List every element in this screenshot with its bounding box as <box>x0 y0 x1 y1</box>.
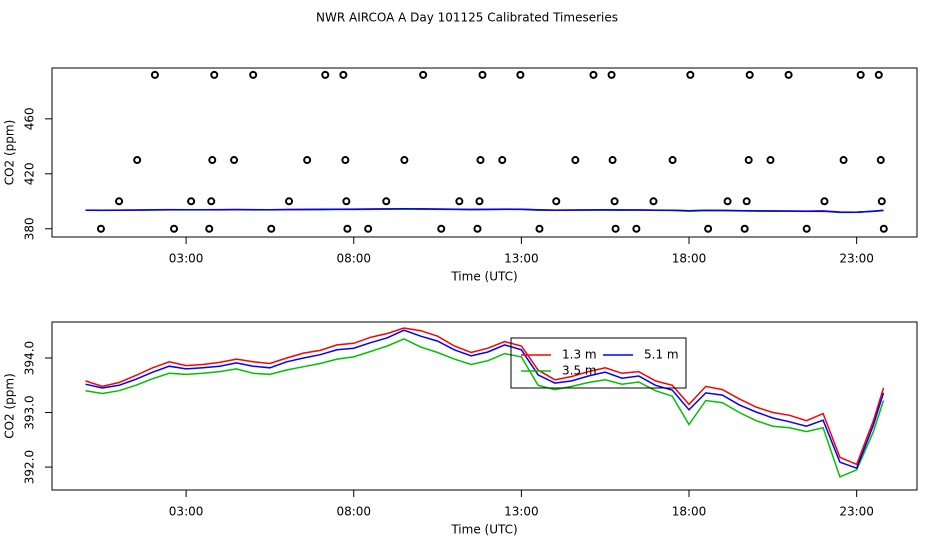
y-tick-label: 380 <box>23 217 37 240</box>
y-tick-label: 394.0 <box>23 341 37 375</box>
point <box>207 197 216 206</box>
point <box>210 70 219 79</box>
point <box>498 156 507 165</box>
point <box>96 224 105 233</box>
x-tick-label: 18:00 <box>672 505 707 519</box>
point <box>343 224 352 233</box>
x-tick-label: 08:00 <box>336 252 371 266</box>
chart-title: NWR AIRCOA A Day 101125 Calibrated Times… <box>316 11 618 25</box>
point <box>267 224 276 233</box>
point <box>740 224 749 233</box>
point <box>455 197 464 206</box>
point <box>382 197 391 206</box>
point <box>589 70 598 79</box>
point <box>150 70 159 79</box>
series-line <box>85 208 884 214</box>
y-tick-label: 393.0 <box>23 395 37 429</box>
x-tick-label: 08:00 <box>336 505 371 519</box>
legend-label: 5.1 m <box>644 348 679 362</box>
legend-box <box>510 337 687 389</box>
point <box>476 156 485 165</box>
point <box>608 156 617 165</box>
point <box>133 156 142 165</box>
point <box>610 197 619 206</box>
point <box>802 224 811 233</box>
point <box>473 224 482 233</box>
point <box>839 156 848 165</box>
point <box>632 224 641 233</box>
x-tick-label: 23:00 <box>839 252 874 266</box>
x-tick-label: 03:00 <box>169 505 204 519</box>
y-tick-label: 392.0 <box>23 450 37 484</box>
point <box>649 197 658 206</box>
point <box>478 70 487 79</box>
point <box>552 197 561 206</box>
point <box>742 197 751 206</box>
point <box>230 156 239 165</box>
point <box>285 197 294 206</box>
point <box>321 70 330 79</box>
x-axis-label: Time (UTC) <box>450 523 517 537</box>
x-tick-label: 18:00 <box>672 252 707 266</box>
point <box>364 224 373 233</box>
point <box>856 70 865 79</box>
point <box>745 70 754 79</box>
y-tick-label: 460 <box>23 107 37 130</box>
point <box>437 224 446 233</box>
point <box>686 70 695 79</box>
point <box>877 197 886 206</box>
point <box>766 156 775 165</box>
point <box>876 156 885 165</box>
point <box>704 224 713 233</box>
point <box>820 197 829 206</box>
point <box>419 70 428 79</box>
y-axis-label: CO2 (ppm) <box>3 373 17 439</box>
point <box>723 197 732 206</box>
point <box>611 224 620 233</box>
point <box>249 70 258 79</box>
y-axis-label: CO2 (ppm) <box>3 120 17 186</box>
point <box>115 197 124 206</box>
point <box>187 197 196 206</box>
x-axis-label: Time (UTC) <box>450 270 517 284</box>
point <box>339 70 348 79</box>
series-line <box>85 329 885 470</box>
point <box>205 224 214 233</box>
x-tick-label: 03:00 <box>169 252 204 266</box>
y-tick-label: 420 <box>23 162 37 185</box>
point <box>170 224 179 233</box>
legend-label: 1.3 m <box>562 348 597 362</box>
point <box>607 70 616 79</box>
point <box>668 156 677 165</box>
point <box>879 224 888 233</box>
point <box>400 156 409 165</box>
point <box>874 70 883 79</box>
series-line <box>85 327 885 466</box>
point <box>341 156 350 165</box>
point <box>784 70 793 79</box>
point <box>303 156 312 165</box>
x-tick-label: 13:00 <box>504 252 539 266</box>
point <box>516 70 525 79</box>
plot-frame <box>51 67 918 238</box>
legend-label: 3.5 m <box>562 364 597 378</box>
x-tick-label: 23:00 <box>839 505 874 519</box>
series-line <box>85 338 885 478</box>
point <box>571 156 580 165</box>
plot-frame <box>51 321 918 491</box>
point <box>208 156 217 165</box>
point <box>475 197 484 206</box>
point <box>535 224 544 233</box>
x-tick-label: 13:00 <box>504 505 539 519</box>
point <box>744 156 753 165</box>
point <box>342 197 351 206</box>
